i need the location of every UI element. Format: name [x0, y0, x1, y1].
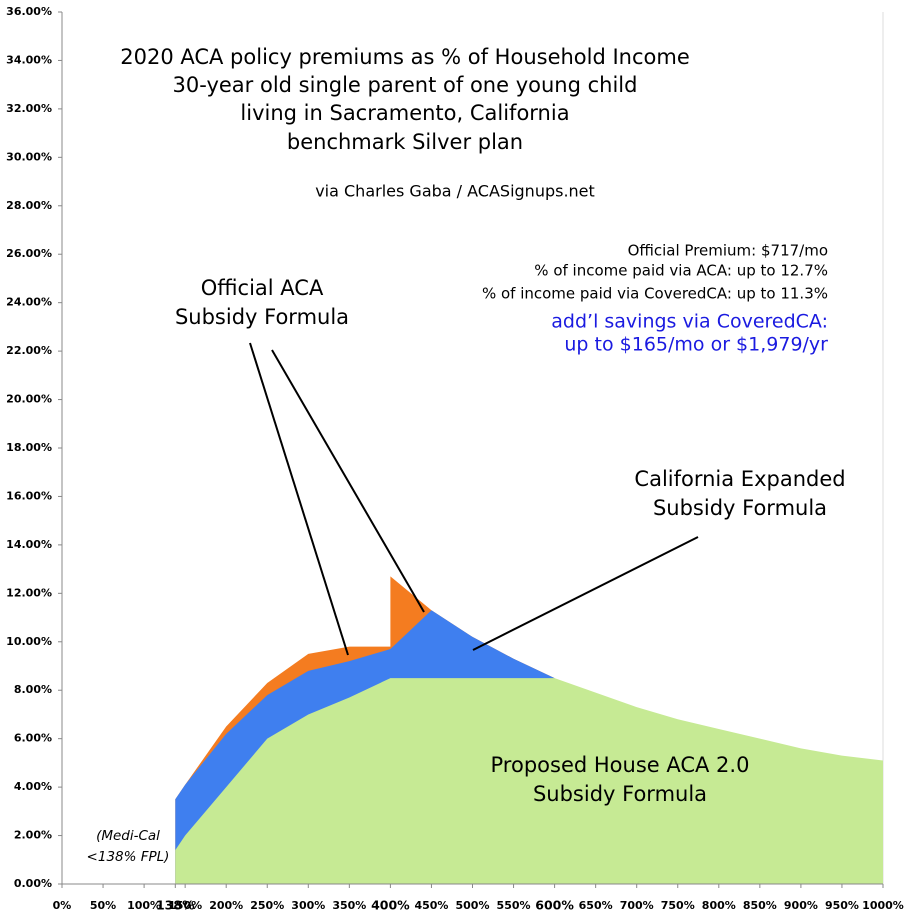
- x-tick-label: 100%: [127, 899, 161, 912]
- chart-title: living in Sacramento, California: [240, 101, 569, 125]
- x-tick-label: 250%: [250, 899, 284, 912]
- x-tick-label: 400%: [371, 898, 410, 913]
- x-tick-label: 650%: [579, 899, 613, 912]
- annotation: Subsidy Formula: [175, 305, 349, 329]
- x-tick-label: 950%: [825, 899, 859, 912]
- x-tick-label: 200%: [209, 899, 243, 912]
- x-tick-label: 138%: [156, 898, 195, 913]
- x-tick-label: 850%: [743, 899, 777, 912]
- y-tick-label: 0.00%: [14, 877, 52, 890]
- x-tick-label: 300%: [291, 899, 325, 912]
- info-line: % of income paid via CoveredCA: up to 11…: [482, 285, 828, 303]
- y-tick-label: 36.00%: [6, 5, 52, 18]
- chart-title: 30-year old single parent of one young c…: [173, 73, 638, 97]
- y-tick-label: 34.00%: [6, 53, 52, 66]
- x-tick-label: 500%: [456, 899, 490, 912]
- y-tick-label: 6.00%: [14, 732, 52, 745]
- x-tick-label: 900%: [784, 899, 818, 912]
- annotation: Subsidy Formula: [533, 782, 707, 806]
- annotation: <138% FPL): [87, 849, 170, 865]
- info-line: Official Premium: $717/mo: [628, 242, 828, 260]
- annotation: (Medi-Cal: [96, 828, 160, 844]
- x-tick-label: 750%: [661, 899, 695, 912]
- annotation: Subsidy Formula: [653, 496, 827, 520]
- x-tick-label: 550%: [497, 899, 531, 912]
- annotation: Proposed House ACA 2.0: [491, 753, 750, 777]
- y-tick-label: 20.00%: [6, 393, 52, 406]
- y-tick-label: 10.00%: [6, 635, 52, 648]
- y-tick-label: 2.00%: [14, 829, 52, 842]
- y-tick-label: 32.00%: [6, 102, 52, 115]
- x-tick-label: 450%: [414, 899, 448, 912]
- y-tick-label: 4.00%: [14, 780, 52, 793]
- y-tick-label: 14.00%: [6, 538, 52, 551]
- x-tick-label: 350%: [332, 899, 366, 912]
- x-tick-label: 1000%: [862, 899, 904, 912]
- y-tick-label: 16.00%: [6, 489, 52, 502]
- pointer: [271, 349, 425, 613]
- x-tick-label: 150%: [168, 899, 202, 912]
- x-tick-label: 800%: [702, 899, 736, 912]
- x-tick-label: 600%: [535, 898, 574, 913]
- area: [175, 678, 884, 884]
- info-line: % of income paid via ACA: up to 12.7%: [534, 262, 828, 280]
- y-tick-label: 26.00%: [6, 247, 52, 260]
- y-tick-label: 30.00%: [6, 150, 52, 163]
- x-tick-label: 50%: [90, 899, 116, 912]
- x-tick-label: 0%: [53, 899, 72, 912]
- pointer: [249, 342, 349, 656]
- pointer: [472, 536, 699, 651]
- credit: via Charles Gaba / ACASignups.net: [315, 182, 595, 201]
- savings-line: up to $165/mo or $1,979/yr: [564, 334, 828, 356]
- y-tick-label: 24.00%: [6, 296, 52, 309]
- annotation: California Expanded: [634, 467, 845, 491]
- y-tick-label: 18.00%: [6, 441, 52, 454]
- chart-title: 2020 ACA policy premiums as % of Househo…: [120, 45, 690, 69]
- annotation: Official ACA: [201, 276, 324, 300]
- savings-line: add’l savings via CoveredCA:: [551, 311, 828, 333]
- x-tick-label: 700%: [620, 899, 654, 912]
- y-tick-label: 28.00%: [6, 199, 52, 212]
- y-tick-label: 22.00%: [6, 344, 52, 357]
- y-tick-label: 8.00%: [14, 683, 52, 696]
- y-tick-label: 12.00%: [6, 586, 52, 599]
- chart-title: benchmark Silver plan: [287, 130, 523, 154]
